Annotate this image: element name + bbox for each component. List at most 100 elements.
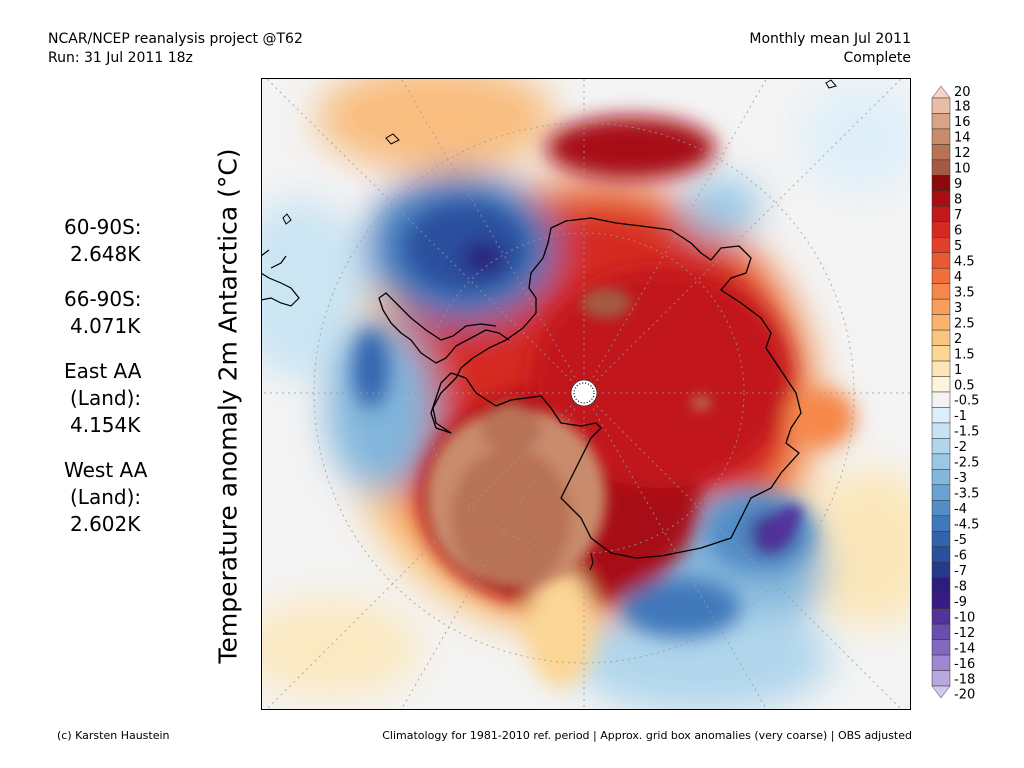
colorbar-swatch <box>931 298 951 315</box>
colorbar-tick-label: 1 <box>954 363 962 378</box>
colorbar-tick-label: 18 <box>954 100 971 115</box>
colorbar-swatch <box>931 267 951 284</box>
colorbar-swatch <box>931 113 951 130</box>
colorbar-swatch <box>931 670 951 687</box>
stat-60-90s: 60-90S: 2.648K <box>64 214 147 268</box>
stat-label: 66-90S: <box>64 287 142 311</box>
colorbar-tick-label: -10 <box>954 610 975 625</box>
colorbar-tick-label: -4.5 <box>954 518 979 533</box>
header-left: NCAR/NCEP reanalysis project @T62 Run: 3… <box>48 30 303 68</box>
colorbar-swatch <box>931 252 951 269</box>
colorbar-tick-label: 8 <box>954 193 962 208</box>
colorbar-tick-label: 4.5 <box>954 254 975 269</box>
stat-value: 4.154K <box>70 413 141 437</box>
colorbar-tick-label: -2.5 <box>954 456 979 471</box>
colorbar-swatch <box>931 546 951 563</box>
colorbar-swatch <box>931 407 951 424</box>
stat-label: (Land): <box>70 386 142 410</box>
colorbar-swatch <box>931 221 951 238</box>
colorbar-tick-label: -9 <box>954 595 967 610</box>
map-frame <box>261 78 911 710</box>
status-label: Complete <box>843 50 911 66</box>
colorbar-tick-label: -1.5 <box>954 425 979 440</box>
header-right: Monthly mean Jul 2011 Complete <box>749 30 911 68</box>
colorbar-swatch <box>931 685 951 699</box>
colorbar-tick-label: -7 <box>954 564 967 579</box>
colorbar-swatch <box>931 329 951 346</box>
colorbar-swatch <box>931 283 951 300</box>
stat-66-90s: 66-90S: 4.071K <box>64 286 147 340</box>
colorbar-swatch <box>931 500 951 517</box>
colorbar-tick-label: -16 <box>954 657 975 672</box>
colorbar-swatch <box>931 515 951 532</box>
colorbar-tick-label: 2.5 <box>954 316 975 331</box>
colorbar-tick-label: 5 <box>954 239 962 254</box>
colorbar-tick-label: -12 <box>954 626 975 641</box>
colorbar-swatch <box>931 159 951 176</box>
stat-value: 2.648K <box>70 242 141 266</box>
stat-east-aa: East AA (Land): 4.154K <box>64 358 147 439</box>
colorbar-tick-label: 7 <box>954 208 962 223</box>
stat-value: 2.602K <box>70 512 141 536</box>
colorbar-swatch <box>931 190 951 207</box>
colorbar-swatch <box>931 453 951 470</box>
colorbar-swatch <box>931 175 951 192</box>
colorbar-swatch <box>931 128 951 145</box>
stat-label: (Land): <box>70 485 142 509</box>
colorbar-swatch <box>931 608 951 625</box>
colorbar-swatch <box>931 345 951 362</box>
colorbar-tick-label: -1 <box>954 409 967 424</box>
colorbar-tick-label: 14 <box>954 131 971 146</box>
colorbar-tick-label: 3.5 <box>954 285 975 300</box>
pole-hole <box>570 379 598 407</box>
colorbar-swatch <box>931 314 951 331</box>
colorbar-tick-label: -6 <box>954 548 967 563</box>
colorbar-tick-label: 4 <box>954 270 962 285</box>
colorbar-tick-label: -3.5 <box>954 487 979 502</box>
colorbar-tick-label: 2 <box>954 332 962 347</box>
footnote: Climatology for 1981-2010 ref. period | … <box>382 729 912 742</box>
map-ylabel: Temperature anomaly 2m Antarctica (°C) <box>213 148 243 664</box>
period-title: Monthly mean Jul 2011 <box>749 31 911 47</box>
colorbar-tick-label: -18 <box>954 672 975 687</box>
colorbar-swatch <box>931 144 951 161</box>
colorbar-tick-label: -14 <box>954 641 975 656</box>
colorbar-swatch <box>931 577 951 594</box>
colorbar-tick-label: 9 <box>954 177 962 192</box>
colorbar-swatch <box>931 422 951 439</box>
colorbar-swatch <box>931 469 951 486</box>
colorbar-tick-label: 3 <box>954 301 962 316</box>
stat-label: West AA <box>64 458 148 482</box>
colorbar: 201816141210987654.543.532.521.510.5-0.5… <box>931 86 979 702</box>
colorbar-swatch <box>931 97 951 114</box>
colorbar-tick-label: 20 <box>954 86 971 100</box>
run-date: Run: 31 Jul 2011 18z <box>48 50 193 66</box>
colorbar-tick-label: -3 <box>954 471 967 486</box>
colorbar-tick-label: 16 <box>954 115 971 130</box>
colorbar-swatch <box>931 376 951 393</box>
colorbar-tick-label: 12 <box>954 146 971 161</box>
islands <box>282 79 837 571</box>
colorbar-tick-label: -8 <box>954 579 967 594</box>
stats-panel: 60-90S: 2.648K 66-90S: 4.071K East AA (L… <box>64 214 147 556</box>
pole-marker <box>573 382 595 404</box>
colorbar-swatch <box>931 484 951 501</box>
anomaly-map <box>261 78 911 710</box>
colorbar-swatch <box>931 438 951 455</box>
colorbar-swatch <box>931 86 951 99</box>
south-america-tip <box>261 249 300 307</box>
stat-west-aa: West AA (Land): 2.602K <box>64 457 147 538</box>
colorbar-swatch <box>931 206 951 223</box>
colorbar-swatch <box>931 237 951 253</box>
colorbar-tick-label: 6 <box>954 224 962 239</box>
colorbar-swatch <box>931 360 951 377</box>
antarctica-coastline <box>430 217 802 559</box>
colorbar-tick-label: -4 <box>954 502 967 517</box>
copyright: (c) Karsten Haustein <box>57 729 170 742</box>
colorbar-tick-label: -20 <box>954 688 975 702</box>
colorbar-tick-label: 1.5 <box>954 347 975 362</box>
colorbar-swatch <box>931 561 951 578</box>
grid-lines <box>261 78 911 710</box>
stat-label: 60-90S: <box>64 215 142 239</box>
colorbar-tick-label: -2 <box>954 440 967 455</box>
